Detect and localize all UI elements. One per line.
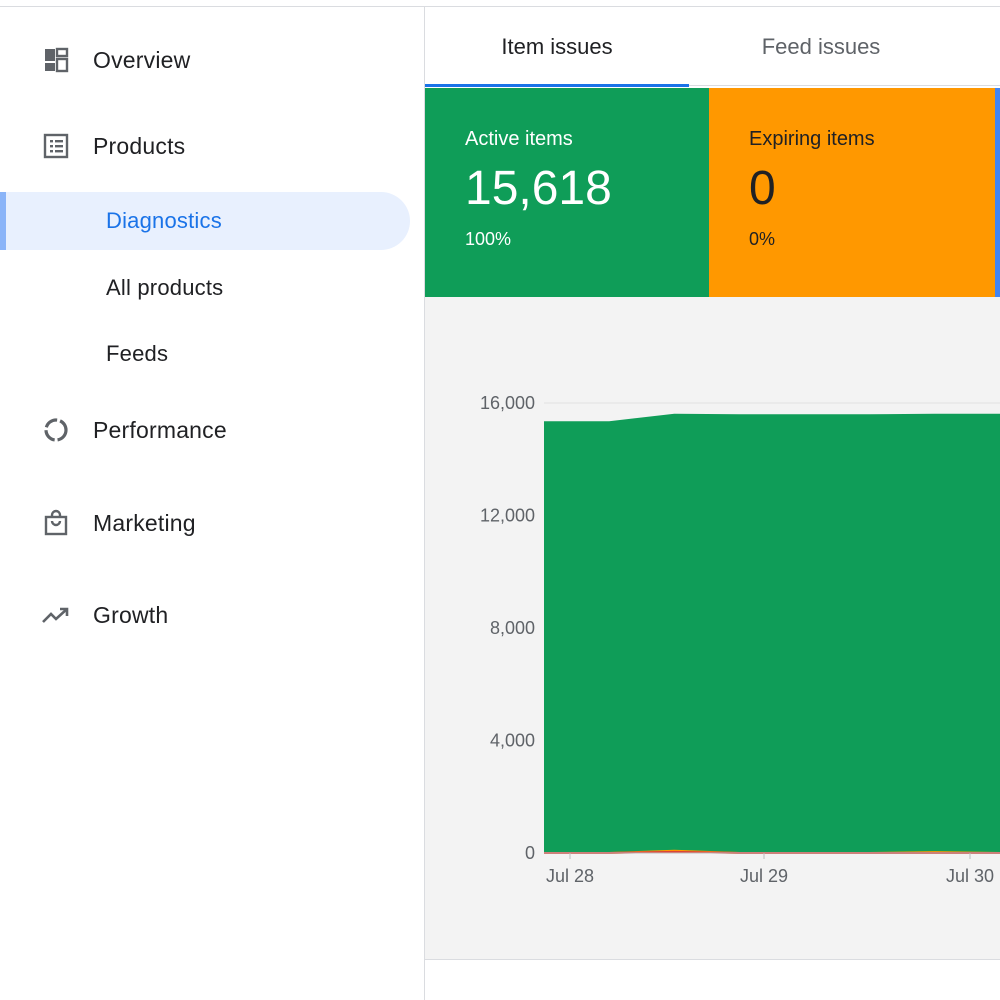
x-tick-label: Jul 30 <box>946 866 994 886</box>
tab-label: Item issues <box>501 33 613 59</box>
sidebar-item-overview[interactable]: Overview <box>0 31 424 89</box>
summary-cards: Active items 15,618 100% Expiring items … <box>425 88 1000 297</box>
sidebar-subitem-feeds[interactable]: Feeds <box>0 325 410 383</box>
tab-bar: Item issues Feed issues <box>425 7 1000 87</box>
sidebar: Overview Products Diagnostics All produc… <box>0 7 424 1000</box>
card-percent: 100% <box>465 229 512 249</box>
sidebar-item-marketing[interactable]: Marketing <box>0 494 424 552</box>
series-area <box>544 413 1000 853</box>
card-title: Expiring items <box>749 128 875 150</box>
sidebar-item-label: Growth <box>93 601 169 628</box>
sidebar-item-performance[interactable]: Performance <box>0 401 424 459</box>
donut-chart-icon <box>40 414 72 446</box>
sidebar-item-products[interactable]: Products <box>0 117 424 175</box>
sidebar-subitem-diagnostics[interactable]: Diagnostics <box>0 192 410 250</box>
y-tick-label: 16,000 <box>480 393 535 413</box>
sidebar-item-label: Marketing <box>93 509 196 536</box>
sidebar-item-label: Performance <box>93 416 227 443</box>
sidebar-item-growth[interactable]: Growth <box>0 586 424 644</box>
x-tick-label: Jul 28 <box>546 866 594 886</box>
card-value: 15,618 <box>465 162 612 215</box>
active-indicator <box>0 192 6 250</box>
sidebar-divider <box>424 7 425 1000</box>
tab-feed-issues[interactable]: Feed issues <box>689 7 953 86</box>
active-items-card[interactable]: Active items 15,618 100% <box>425 88 709 297</box>
chart-area: 0 4,000 8,000 12,000 16,000 Jul 28 Jul 29 Jul 3… <box>425 297 1000 959</box>
card-percent: 0% <box>749 229 776 249</box>
dashboard-icon <box>40 44 72 76</box>
items-chart: 0 4,000 8,000 12,000 16,000 Jul 28 Jul 29 Jul 3… <box>480 393 1000 886</box>
trending-up-icon <box>40 599 72 631</box>
active-tab-indicator <box>425 84 689 87</box>
next-card-edge[interactable] <box>995 88 1000 297</box>
list-icon <box>40 130 72 162</box>
shopping-bag-icon <box>40 507 72 539</box>
y-tick-label: 8,000 <box>490 618 535 638</box>
expiring-items-card[interactable]: Expiring items 0 0% <box>709 88 995 297</box>
sidebar-subitem-all-products[interactable]: All products <box>0 259 410 317</box>
sidebar-subitem-label: Diagnostics <box>106 208 222 233</box>
sidebar-subitem-label: All products <box>106 275 224 300</box>
card-title: Active items <box>465 128 573 150</box>
y-tick-label: 4,000 <box>490 731 535 751</box>
main-panel: Item issues Feed issues Active items 15,… <box>425 7 1000 1000</box>
y-tick-label: 12,000 <box>480 506 535 526</box>
sidebar-item-label: Overview <box>93 46 191 73</box>
x-tick-label: Jul 29 <box>740 866 788 886</box>
top-divider <box>0 6 1000 7</box>
sidebar-subitem-label: Feeds <box>106 341 169 366</box>
card-value: 0 <box>749 162 776 215</box>
y-tick-label: 0 <box>525 843 535 863</box>
bottom-divider <box>425 959 1000 960</box>
tab-item-issues[interactable]: Item issues <box>425 7 689 87</box>
sidebar-item-label: Products <box>93 132 186 159</box>
tab-label: Feed issues <box>761 33 881 59</box>
